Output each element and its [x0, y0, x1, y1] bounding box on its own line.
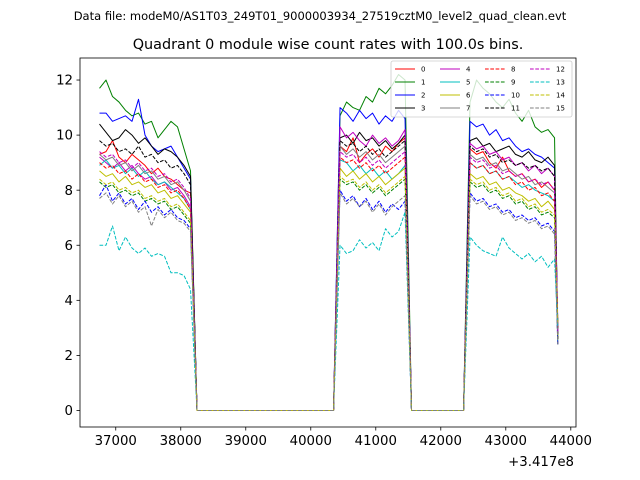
plot-lines	[99, 74, 559, 411]
legend-label-module-15: 15	[556, 105, 565, 113]
y-tick-label-0: 0	[65, 404, 73, 419]
chart-suptitle: Data file: modeM0/AS1T03_249T01_90000039…	[74, 9, 567, 23]
legend-label-module-11: 11	[511, 105, 520, 113]
legend-label-module-12: 12	[556, 66, 565, 74]
x-tick-label-43000: 43000	[485, 434, 527, 449]
legend-label-module-8: 8	[511, 66, 515, 74]
legend-label-module-6: 6	[466, 92, 471, 100]
axes-frame	[79, 57, 577, 428]
series-line-module-14	[99, 175, 559, 411]
y-tick-label-8: 8	[65, 184, 73, 199]
x-tick-label-37000: 37000	[95, 434, 137, 449]
x-tick-label-42000: 42000	[420, 434, 462, 449]
y-tick-label-2: 2	[65, 349, 73, 364]
legend-label-module-7: 7	[466, 105, 470, 113]
x-offset-label: +3.417e8	[508, 455, 574, 470]
y-tick-label-10: 10	[56, 129, 73, 144]
x-tick-label-44000: 44000	[550, 434, 592, 449]
chart-title: Quadrant 0 module wise count rates with …	[133, 37, 524, 53]
series-line-module-13	[99, 211, 559, 411]
series-line-module-15	[99, 192, 559, 411]
legend-label-module-13: 13	[556, 79, 565, 87]
x-tick-label-39000: 39000	[225, 434, 267, 449]
legend-label-module-10: 10	[511, 92, 520, 100]
legend-label-module-3: 3	[421, 105, 425, 113]
legend-box	[390, 60, 573, 118]
legend-label-module-9: 9	[511, 79, 515, 87]
legend-label-module-0: 0	[421, 66, 425, 74]
x-tick-label-38000: 38000	[160, 434, 202, 449]
legend-label-module-4: 4	[466, 66, 471, 74]
y-tick-label-6: 6	[65, 239, 73, 254]
y-tick-label-4: 4	[65, 294, 73, 309]
legend-label-module-5: 5	[466, 79, 470, 87]
axes: 37000 38000 39000 40000 41000 42000 43000 44000…	[56, 57, 592, 449]
legend-label-module-2: 2	[421, 92, 425, 100]
legend-label-module-14: 14	[556, 92, 565, 100]
x-tick-label-41000: 41000	[355, 434, 397, 449]
legend-label-module-1: 1	[421, 79, 425, 87]
x-tick-label-40000: 40000	[290, 434, 332, 449]
y-tick-label-12: 12	[56, 74, 73, 89]
